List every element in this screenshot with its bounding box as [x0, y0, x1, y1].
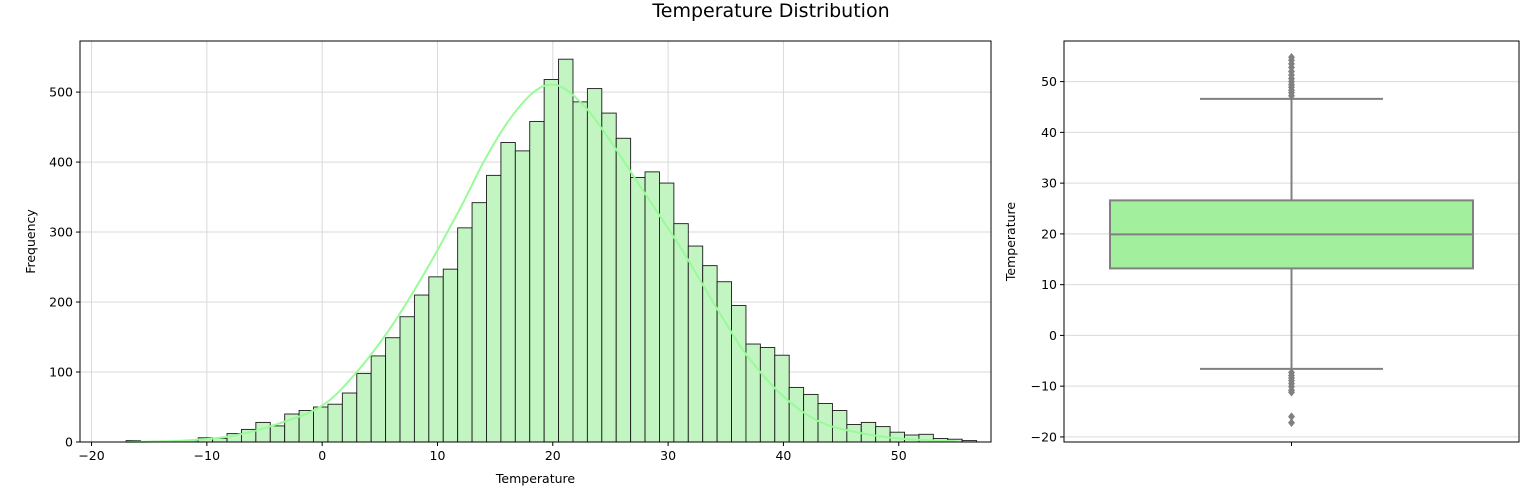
histogram-bar	[615, 137, 632, 443]
histogram-bar	[543, 79, 560, 443]
histogram-bar	[731, 305, 747, 443]
box-ytick-label: 0	[1049, 328, 1057, 343]
histogram-bar	[875, 426, 891, 443]
box-ytick-label: 20	[1041, 226, 1057, 241]
histogram-bar	[370, 355, 387, 443]
hist-xtick-label: 50	[891, 448, 907, 463]
histogram-bar	[428, 276, 444, 443]
histogram-bar	[788, 386, 805, 443]
box-ytick-label: 10	[1041, 277, 1057, 292]
hist-xtick-label: 30	[660, 448, 676, 463]
histogram-bar	[327, 403, 343, 443]
histogram-bar	[486, 174, 502, 443]
hist-ytick-label: 400	[49, 155, 73, 170]
histogram-bar	[457, 227, 473, 443]
hist-ytick-label: 500	[49, 85, 73, 100]
histogram-bar	[716, 281, 732, 443]
box-y-axis-label: Temperature	[1003, 202, 1018, 282]
box-ytick-label: 30	[1041, 176, 1057, 191]
hist-ytick-label: 200	[49, 295, 73, 310]
hist-axes-frame	[79, 40, 992, 443]
chart-title: Temperature Distribution	[652, 0, 890, 22]
box-ytick-label: 40	[1041, 125, 1057, 140]
histogram-bar	[356, 372, 372, 443]
hist-xtick-label: 40	[775, 448, 791, 463]
histogram-bar	[572, 101, 588, 443]
histogram-bar	[601, 112, 617, 443]
histogram-bar	[269, 425, 286, 443]
histogram-bar	[341, 392, 358, 443]
histogram-bar	[514, 150, 531, 443]
hist-xtick-label: −10	[194, 448, 220, 463]
hist-xtick-label: −20	[78, 448, 104, 463]
box-ytick-label: 50	[1041, 74, 1057, 89]
hist-ytick-label: 0	[65, 435, 73, 450]
box-ytick-label: −10	[1031, 379, 1057, 394]
histogram-bar	[385, 337, 401, 443]
histogram-bar	[442, 268, 459, 443]
hist-y-axis-label: Frequency	[23, 209, 38, 274]
hist-xtick-label: 10	[430, 448, 446, 463]
histogram-bar	[471, 202, 487, 443]
histogram-bar	[399, 316, 415, 443]
hist-xtick-label: 20	[545, 448, 561, 463]
hist-x-axis-label: Temperature	[495, 471, 575, 486]
histogram-bar	[313, 406, 329, 443]
outlier-point	[1287, 418, 1296, 428]
kde-line	[126, 83, 957, 443]
histogram-bar	[860, 421, 877, 443]
hist-ytick-label: 300	[49, 225, 73, 240]
hist-ytick-label: 100	[49, 365, 73, 380]
histogram-bar	[702, 265, 718, 443]
outlier-point	[1287, 52, 1296, 62]
histogram-bar	[759, 347, 776, 443]
histogram-bar	[255, 421, 271, 443]
outlier-point	[1287, 387, 1296, 397]
hist-xtick-label: 0	[318, 448, 326, 463]
histogram-bar	[586, 88, 603, 443]
histogram-bar	[630, 177, 646, 443]
histogram-bar	[529, 121, 545, 443]
box-ytick-label: −20	[1031, 429, 1057, 444]
histogram-bar	[659, 182, 675, 443]
histogram-bar	[558, 58, 574, 443]
histogram-bar	[413, 294, 430, 443]
histogram-bar	[687, 245, 704, 443]
histogram-bar	[500, 142, 516, 443]
